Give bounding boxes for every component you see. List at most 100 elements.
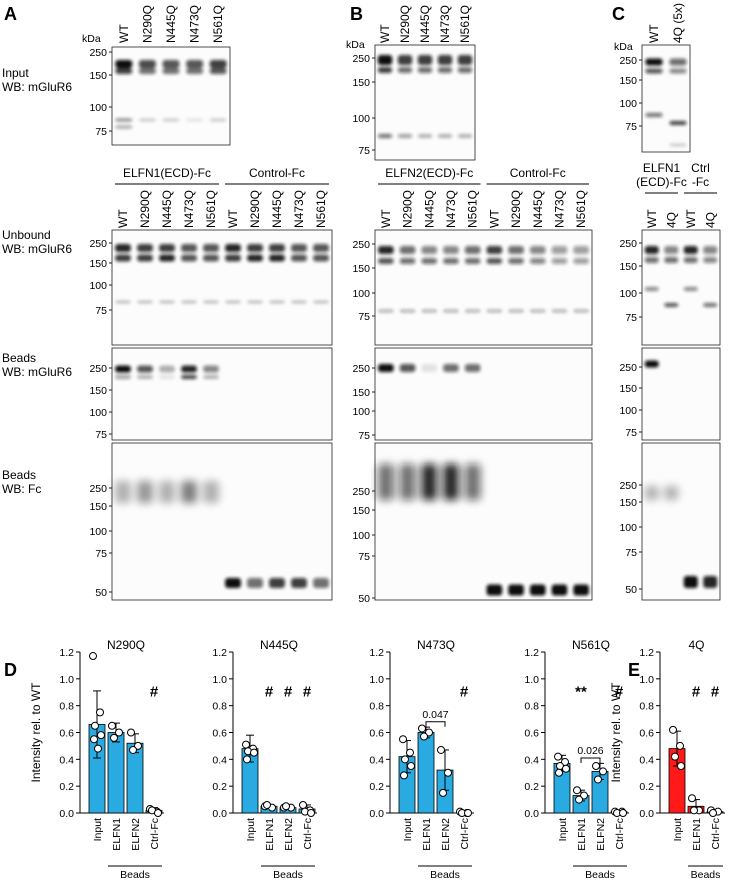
group-label: ELFN1(ECD)-Fc bbox=[123, 166, 211, 180]
band bbox=[551, 584, 568, 596]
band bbox=[247, 300, 263, 304]
kda-tick-label: 250 bbox=[619, 55, 637, 67]
lane-label: WT bbox=[378, 24, 392, 43]
data-point bbox=[594, 775, 602, 784]
lane-label: 4Q (5x) bbox=[671, 3, 685, 43]
data-point bbox=[127, 728, 135, 737]
lane-label: N290Q bbox=[138, 190, 152, 228]
band bbox=[399, 258, 416, 264]
band bbox=[269, 300, 285, 304]
blot: 250 150 100 75 bbox=[352, 229, 593, 346]
bracket-label: 0.047 bbox=[422, 709, 448, 721]
data-point bbox=[399, 735, 407, 744]
bands bbox=[645, 58, 687, 147]
group-label: Control-Fc bbox=[249, 166, 305, 180]
band bbox=[186, 68, 204, 74]
y-tick-label: 1.0 bbox=[212, 674, 227, 686]
band bbox=[529, 584, 546, 596]
band bbox=[464, 258, 481, 264]
y-tick-label: 0.4 bbox=[59, 754, 74, 766]
group-label: Beads bbox=[691, 869, 721, 881]
band bbox=[181, 481, 197, 503]
band bbox=[421, 364, 438, 372]
lane-label: N473Q bbox=[552, 190, 566, 228]
kda-tick-label: 150 bbox=[89, 501, 107, 513]
band bbox=[644, 486, 659, 500]
band bbox=[159, 254, 175, 262]
band bbox=[551, 309, 568, 313]
data-point bbox=[282, 802, 290, 811]
band bbox=[186, 118, 204, 122]
panel-label: E bbox=[628, 660, 640, 680]
data-point bbox=[555, 768, 563, 777]
band bbox=[683, 246, 698, 254]
band bbox=[508, 246, 524, 254]
band bbox=[486, 258, 503, 264]
band bbox=[683, 257, 698, 263]
kda-tick-label: 100 bbox=[89, 407, 107, 419]
band bbox=[162, 118, 180, 122]
band bbox=[378, 309, 394, 313]
bands bbox=[115, 60, 227, 129]
data-point bbox=[444, 768, 452, 777]
group-label: Beads bbox=[120, 869, 150, 881]
bands bbox=[378, 364, 481, 372]
lane-label: WT bbox=[226, 209, 240, 228]
y-tick-label: 1.2 bbox=[212, 647, 227, 659]
band bbox=[417, 55, 433, 65]
data-point bbox=[599, 767, 607, 776]
band bbox=[399, 309, 416, 313]
kda-tick-label: 75 bbox=[625, 547, 637, 559]
band bbox=[203, 254, 219, 262]
kda-tick-label: 100 bbox=[89, 526, 107, 538]
lane-label: N561Q bbox=[574, 190, 588, 228]
y-tick-label: 0.2 bbox=[639, 781, 654, 793]
data-point bbox=[307, 809, 315, 817]
data-point bbox=[91, 721, 99, 730]
group-label: Beads bbox=[585, 869, 615, 881]
data-point bbox=[250, 748, 258, 757]
band bbox=[486, 309, 503, 313]
x-tick-label: ELFN1 bbox=[264, 818, 276, 851]
band bbox=[486, 584, 503, 596]
band bbox=[203, 300, 219, 304]
data-point bbox=[592, 762, 600, 771]
y-tick-label: 0.0 bbox=[639, 808, 654, 820]
band bbox=[115, 68, 133, 74]
data-point bbox=[108, 721, 116, 730]
band bbox=[378, 246, 394, 254]
x-tick-label: ELFN1 bbox=[576, 818, 588, 851]
band bbox=[313, 300, 329, 304]
significance: ** bbox=[575, 683, 587, 700]
band bbox=[313, 254, 329, 262]
x-tick-label: Input bbox=[92, 818, 104, 841]
band bbox=[529, 246, 546, 254]
data-point bbox=[89, 652, 97, 661]
band bbox=[669, 143, 687, 147]
kda-tick-label: 100 bbox=[619, 405, 637, 417]
data-point bbox=[401, 755, 409, 764]
x-tick-label: Ctrl-Fc bbox=[149, 818, 161, 850]
band bbox=[644, 360, 659, 368]
x-tick-label: Ctrl-Fc bbox=[302, 818, 314, 850]
band bbox=[162, 68, 180, 74]
kda-tick-label: 150 bbox=[619, 261, 637, 273]
band bbox=[703, 257, 718, 263]
blot: 250 150 100 75 bbox=[619, 44, 691, 153]
y-axis-label: Intensity rel. to WT bbox=[29, 682, 43, 783]
bands bbox=[644, 246, 718, 307]
band bbox=[664, 257, 679, 263]
band bbox=[203, 375, 219, 379]
band bbox=[181, 244, 197, 252]
y-tick-label: 0.2 bbox=[212, 781, 227, 793]
blot: 250 150 100 75 bbox=[89, 46, 231, 146]
blot: 250 150 100 75 bbox=[352, 44, 476, 161]
band bbox=[529, 309, 546, 313]
kda-tick-label: 100 bbox=[352, 406, 370, 418]
lane-label: N561Q bbox=[458, 5, 472, 43]
band bbox=[137, 365, 153, 373]
kda-tick-label: 250 bbox=[89, 238, 107, 250]
data-point bbox=[299, 800, 307, 809]
kda-tick-label: 75 bbox=[358, 145, 370, 157]
group-label: Beads bbox=[430, 869, 460, 881]
